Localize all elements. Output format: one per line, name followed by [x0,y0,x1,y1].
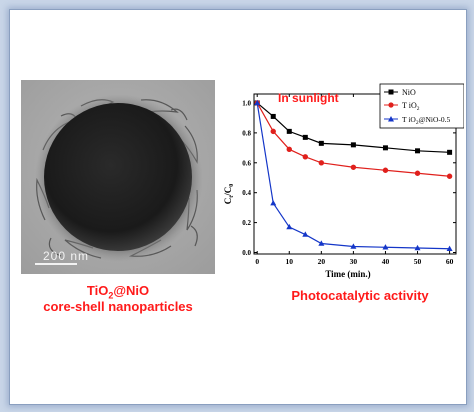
data-point-nio [382,145,388,151]
legend-box [379,83,464,129]
x-tick-label: 10 [286,257,294,266]
data-point-core-shell [286,223,293,230]
caption-tio: TiO [86,283,109,298]
data-point-core-shell [350,243,357,249]
x-tick-label: 50 [414,257,422,266]
legend-item-tio2: T iO2 [384,101,420,112]
data-point-nio [447,149,453,155]
legend-cs-main: T iO [402,115,416,124]
x-tick-label: 30 [350,257,358,266]
material-caption-line1: TiO2@NiO [21,283,215,301]
data-point-core-shell [414,244,421,251]
legend-tio2-main: T iO [402,101,417,110]
x-tick-label: 60 [446,257,454,266]
plot-frame [253,93,457,255]
data-point-nio [350,142,356,148]
legend-marker-nio [388,89,394,95]
data-point-nio [270,113,276,119]
chart-title: In sunlight [278,91,339,105]
material-caption-line2: core-shell nanoparticles [43,299,193,314]
y-tick-label: 0.6 [242,159,251,167]
data-point-core-shell [446,245,453,251]
data-point-core-shell [382,244,389,250]
data-point-tio2 [302,154,309,160]
photocatalysis-chart: 0 10 20 30 40 50 600.00.20.40.60.81.0 In sunli… [223,83,464,279]
data-point-core-shell [302,231,309,237]
y-axis-label: Ct/C0 [223,184,235,205]
data-point-nio [286,128,292,134]
legend-cs-sub: 2 [416,120,419,126]
x-tick-label: 0 [255,257,259,266]
legend-label-tio2: T iO2 [402,101,420,112]
y-label-mid: /C [223,187,233,197]
data-point-tio2 [318,160,325,166]
x-tick-label: 40 [382,257,390,266]
data-point-core-shell [254,99,261,106]
tem-image [21,80,215,274]
caption-sub: 2 [108,290,114,301]
data-point-tio2 [270,128,276,135]
tem-micrograph [21,80,215,274]
x-tick-label: 20 [318,257,326,266]
series-layer [254,99,453,251]
chart-caption: Photocatalytic activity [291,288,429,303]
legend-cs-suffix: @NiO-0.5 [419,115,451,124]
caption-nio: @NiO [113,283,150,298]
core-particle [44,103,192,251]
data-point-nio [415,148,421,154]
legend-label-core-shell: T iO2@NiO-0.5 [402,115,451,126]
y-label-sub-t: t [229,196,235,198]
data-point-core-shell [318,240,325,246]
legend: NiO T iO2 T iO2@NiO-0.5 [379,83,464,129]
data-point-tio2 [350,164,357,170]
y-tick-label: 0.0 [242,249,251,257]
y-tick-label: 0.4 [242,189,251,197]
legend-tio2-sub: 2 [417,106,420,112]
legend-marker-tio2 [388,102,394,108]
data-point-tio2 [446,173,453,179]
x-axis-label: Time (min.) [325,269,370,279]
y-label-c: C [223,198,233,205]
data-point-tio2 [286,146,292,153]
data-point-nio [302,134,308,140]
legend-item-nio: NiO [384,88,416,97]
legend-marker-core-shell [388,116,394,122]
legend-label-nio: NiO [402,88,416,97]
y-tick-label: 1.0 [242,99,251,107]
data-point-core-shell [270,199,277,206]
data-point-tio2 [382,167,389,173]
data-point-tio2 [414,170,421,176]
data-point-nio [318,140,324,146]
y-tick-label: 0.8 [242,129,251,137]
legend-item-core-shell: T iO2@NiO-0.5 [384,115,451,126]
y-label-sub-0: 0 [229,184,235,187]
scale-bar-label: 200 nm [43,249,90,263]
y-tick-label: 0.2 [242,219,251,227]
